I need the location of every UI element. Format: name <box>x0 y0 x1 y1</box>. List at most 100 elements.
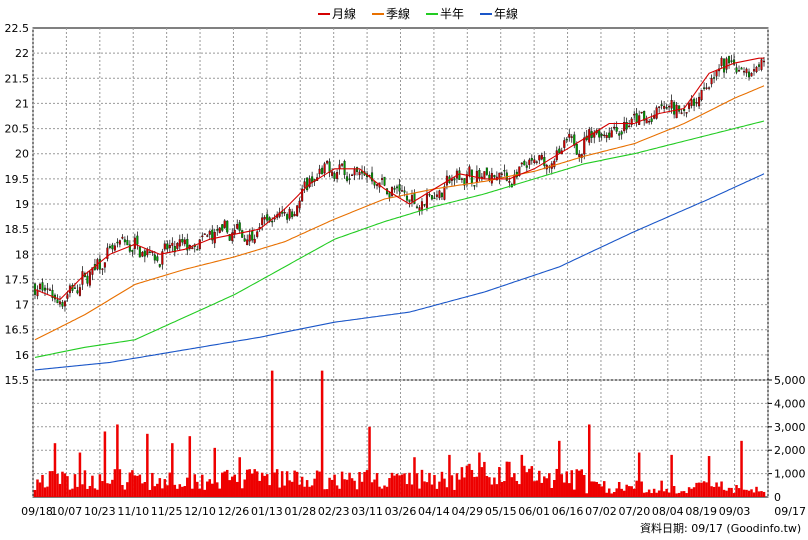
volume-bar <box>425 482 429 497</box>
volume-bar <box>171 443 174 497</box>
volume-bar <box>525 472 529 497</box>
candle-body <box>563 140 566 148</box>
candle-body <box>231 232 234 241</box>
volume-bar <box>53 443 57 497</box>
volume-bar <box>745 489 748 497</box>
volume-bar <box>498 467 501 497</box>
volume-bar <box>675 493 678 497</box>
candle-body <box>271 220 274 223</box>
volume-bar <box>485 475 489 497</box>
volume-bar <box>56 473 59 497</box>
date-tick-label: 11/10 <box>117 505 149 518</box>
candle-body <box>116 241 119 244</box>
volume-bar <box>225 469 229 497</box>
volume-bar <box>430 484 434 497</box>
candle-body <box>61 302 64 307</box>
volume-bar <box>627 486 631 497</box>
volume-bar <box>393 475 396 497</box>
candle-body <box>113 245 116 251</box>
volume-bar <box>555 468 559 497</box>
volume-bar <box>345 479 349 497</box>
candle-body <box>143 250 146 257</box>
volume-bar <box>303 486 306 497</box>
price-tick-label: 20 <box>15 148 29 161</box>
candle-body <box>438 190 441 199</box>
ma-month-line <box>34 57 764 301</box>
volume-bar <box>722 489 726 497</box>
candle-body <box>176 243 179 249</box>
candle-body <box>43 287 47 291</box>
candle-body <box>371 172 374 182</box>
candle-body <box>698 96 701 107</box>
volume-bar <box>96 489 99 497</box>
volume-bar <box>250 473 254 497</box>
candle-body <box>415 206 419 208</box>
volume-bar <box>340 471 344 497</box>
candle-body <box>715 70 718 77</box>
candle-body <box>675 104 678 119</box>
volume-bar <box>335 485 339 497</box>
volume-bar <box>458 479 461 497</box>
volume-bar <box>565 471 569 497</box>
date-tick-label: 03/26 <box>385 505 417 518</box>
candle-body <box>752 69 756 72</box>
volume-bar <box>445 487 449 497</box>
volume-bar <box>323 489 326 497</box>
volume-bar <box>570 470 574 497</box>
candle-body <box>353 169 356 176</box>
volume-bar <box>488 477 491 497</box>
volume-bar <box>463 477 466 497</box>
volume-bar <box>278 487 281 497</box>
volume-bar <box>111 479 114 497</box>
date-tick-label: 09/17 <box>774 505 806 518</box>
date-tick-label: 03/11 <box>351 505 383 518</box>
volume-bar <box>533 481 536 497</box>
volume-bar <box>385 486 389 497</box>
volume-bar <box>368 426 371 497</box>
candle-body <box>570 136 573 138</box>
candle-body <box>41 282 44 291</box>
candle-body <box>126 239 129 246</box>
candle-body <box>638 115 641 125</box>
volume-bar <box>378 486 381 497</box>
legend-label: 半年 <box>440 7 464 21</box>
volume-bar <box>433 475 436 497</box>
candle-body <box>693 98 696 106</box>
candle-body <box>733 59 736 65</box>
volume-bar <box>63 473 67 497</box>
candle-body <box>261 217 264 225</box>
candle-body <box>725 58 728 70</box>
volume-bar <box>360 481 364 497</box>
date-tick-label: 04/29 <box>451 505 483 518</box>
volume-bar <box>597 483 601 497</box>
candle-body <box>223 220 226 228</box>
candle-body <box>757 64 761 67</box>
candle-body <box>720 57 723 66</box>
candle-body <box>141 252 144 257</box>
candle-body <box>600 134 603 136</box>
volume-bar <box>36 479 39 497</box>
volume-bar <box>490 484 494 497</box>
candle-body <box>573 134 576 146</box>
volume-bar <box>188 436 192 497</box>
volume-bar <box>573 489 576 497</box>
volume-bar <box>440 471 444 497</box>
candle-body <box>66 294 69 299</box>
volume-bar <box>710 486 713 497</box>
volume-bar <box>468 463 471 497</box>
volume-bar <box>418 488 421 497</box>
date-tick-label: 09/03 <box>719 505 751 518</box>
volume-bar <box>508 461 511 497</box>
candle-body <box>468 166 471 176</box>
volume-bar <box>218 488 222 497</box>
candle-body <box>535 161 538 163</box>
candle-body <box>393 187 396 190</box>
volume-bar <box>595 482 598 497</box>
volume-bar <box>523 465 526 497</box>
ma-year-line <box>34 173 765 371</box>
candle-body <box>465 174 468 184</box>
candle-body <box>206 235 209 237</box>
volume-bar <box>752 492 756 497</box>
date-tick-label: 08/04 <box>652 505 684 518</box>
volume-bar <box>755 486 758 497</box>
